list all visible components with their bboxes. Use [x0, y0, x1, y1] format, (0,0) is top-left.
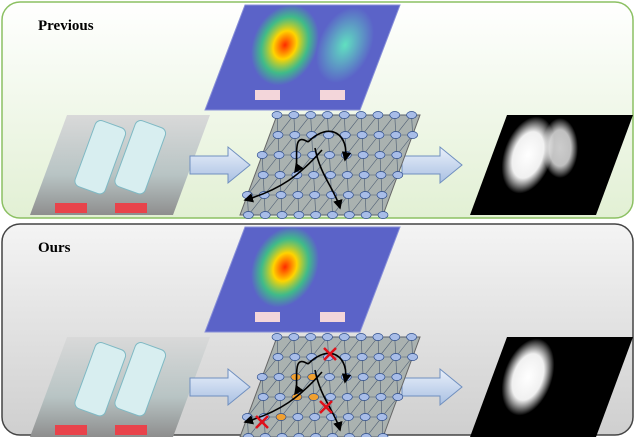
graph-node [344, 212, 354, 219]
graph-node [376, 172, 386, 179]
graph-node [408, 132, 418, 139]
graph-node [276, 414, 286, 421]
graph-node [322, 112, 332, 119]
graph-node [326, 394, 336, 401]
graph-node [374, 354, 384, 361]
graph-node [290, 132, 300, 139]
graph-node [309, 394, 319, 401]
graph-node [326, 172, 336, 179]
graph-node [273, 354, 283, 361]
graph-node [358, 374, 368, 381]
graph-node [258, 394, 268, 401]
graph-node [407, 112, 417, 119]
graph-node [373, 112, 383, 119]
graph-node [342, 394, 352, 401]
price-tag [115, 425, 147, 435]
graph-node [391, 132, 401, 139]
graph-node [393, 172, 403, 179]
graph-node [373, 334, 383, 341]
graph-node [407, 334, 417, 341]
graph-node [361, 212, 371, 219]
graph-node [393, 394, 403, 401]
graph-node [289, 112, 299, 119]
graph-node [339, 112, 349, 119]
graph-node [289, 334, 299, 341]
graph-node [257, 152, 267, 159]
graph-node [274, 152, 284, 159]
graph-node [343, 192, 353, 199]
graph-node [356, 334, 366, 341]
mask-blob [542, 118, 578, 178]
graph-node [377, 414, 387, 421]
graph-node [342, 172, 352, 179]
graph-node [275, 172, 285, 179]
graph-node [375, 374, 385, 381]
graph-node [272, 112, 282, 119]
graph-node [374, 132, 384, 139]
price-tag [320, 312, 345, 322]
graph-node [273, 132, 283, 139]
price-tag [55, 425, 87, 435]
price-tag [115, 203, 147, 213]
graph-node [324, 374, 334, 381]
graph-node [294, 212, 304, 219]
price-tag [55, 203, 87, 213]
graph-node [357, 132, 367, 139]
graph-node [311, 212, 321, 219]
panel-label: Previous [38, 18, 94, 34]
graph-node [359, 172, 369, 179]
graph-node [408, 354, 418, 361]
graph-node [360, 414, 370, 421]
graph-node [343, 414, 353, 421]
graph-node [293, 414, 303, 421]
graph-node [290, 354, 300, 361]
graph-node [323, 132, 333, 139]
graph-node [306, 112, 316, 119]
graph-node [390, 112, 400, 119]
graph-node [258, 172, 268, 179]
graph-node [275, 394, 285, 401]
graph-node [276, 192, 286, 199]
graph-node [322, 334, 332, 341]
graph-node [377, 192, 387, 199]
graph-node [274, 374, 284, 381]
graph-node [328, 212, 338, 219]
graph-node [306, 334, 316, 341]
panel-label: Ours [38, 240, 71, 256]
graph-node [309, 172, 319, 179]
graph-node [307, 132, 317, 139]
graph-node [310, 414, 320, 421]
graph-node [324, 152, 334, 159]
price-tag [255, 312, 280, 322]
graph-node [272, 334, 282, 341]
graph-node [358, 152, 368, 159]
figure: Previous Ours [0, 0, 635, 437]
graph-node [310, 192, 320, 199]
graph-node [359, 394, 369, 401]
graph-node [277, 212, 287, 219]
graph-node [243, 212, 253, 219]
graph-node [360, 192, 370, 199]
graph-node [375, 152, 385, 159]
graph-node [390, 334, 400, 341]
graph-node [376, 394, 386, 401]
graph-node [392, 374, 402, 381]
graph-node [307, 354, 317, 361]
graph-node [260, 212, 270, 219]
graph-node [391, 354, 401, 361]
graph-node [378, 212, 388, 219]
graph-node [357, 354, 367, 361]
graph-node [257, 374, 267, 381]
price-tag [255, 90, 280, 100]
graph-node [339, 334, 349, 341]
graph-node [356, 112, 366, 119]
graph-node [392, 152, 402, 159]
graph-node [293, 192, 303, 199]
price-tag [320, 90, 345, 100]
